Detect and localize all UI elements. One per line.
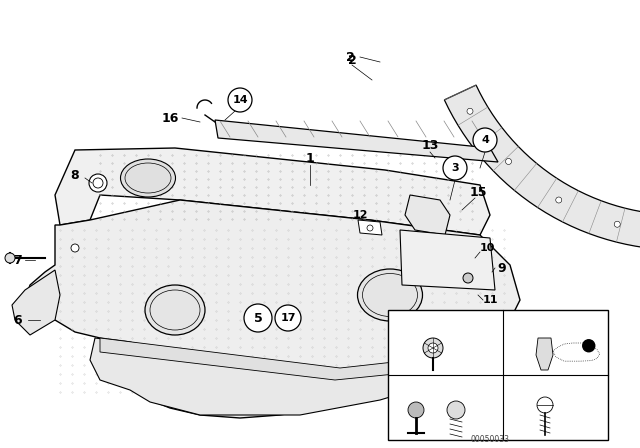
Polygon shape: [405, 195, 450, 235]
Polygon shape: [358, 220, 382, 235]
Text: 2: 2: [346, 51, 355, 64]
Polygon shape: [90, 338, 440, 415]
Text: 15: 15: [469, 185, 487, 198]
Circle shape: [473, 128, 497, 152]
Text: 4: 4: [481, 135, 489, 145]
Text: 3: 3: [520, 380, 526, 390]
Circle shape: [228, 88, 252, 112]
Circle shape: [583, 340, 595, 352]
Text: 7: 7: [13, 254, 22, 267]
Text: 10: 10: [479, 243, 495, 253]
Circle shape: [614, 221, 620, 227]
Polygon shape: [12, 270, 60, 335]
Polygon shape: [55, 148, 490, 235]
Circle shape: [467, 108, 473, 114]
Polygon shape: [25, 200, 520, 418]
Circle shape: [537, 397, 553, 413]
Text: 00050033: 00050033: [470, 435, 509, 444]
Polygon shape: [100, 338, 435, 380]
Text: 13: 13: [421, 138, 438, 151]
Text: 4: 4: [520, 315, 526, 325]
Ellipse shape: [358, 269, 422, 321]
Circle shape: [506, 159, 511, 164]
Polygon shape: [400, 230, 495, 290]
Circle shape: [244, 304, 272, 332]
Text: 3: 3: [451, 163, 459, 173]
Circle shape: [89, 174, 107, 192]
Polygon shape: [215, 120, 498, 162]
Text: 14: 14: [412, 315, 425, 325]
Text: 9: 9: [498, 262, 506, 275]
Text: 17: 17: [391, 380, 404, 390]
Circle shape: [447, 401, 465, 419]
Text: 5: 5: [450, 380, 456, 390]
Circle shape: [71, 244, 79, 252]
Bar: [388, 310, 608, 440]
Circle shape: [556, 197, 562, 203]
Text: 12: 12: [352, 210, 368, 220]
Circle shape: [463, 273, 473, 283]
Text: 8: 8: [70, 168, 79, 181]
Text: 14: 14: [232, 95, 248, 105]
Text: 16: 16: [161, 112, 179, 125]
Circle shape: [443, 156, 467, 180]
Circle shape: [423, 338, 443, 358]
Text: 17: 17: [280, 313, 296, 323]
Text: 6: 6: [13, 314, 22, 327]
Ellipse shape: [145, 285, 205, 335]
Circle shape: [408, 402, 424, 418]
Polygon shape: [444, 85, 640, 250]
Text: 2: 2: [348, 53, 356, 66]
Circle shape: [428, 343, 438, 353]
Text: 11: 11: [483, 295, 498, 305]
Circle shape: [275, 305, 301, 331]
Polygon shape: [536, 338, 553, 370]
Circle shape: [5, 253, 15, 263]
Text: 1: 1: [306, 151, 314, 164]
Text: 5: 5: [253, 311, 262, 324]
Ellipse shape: [120, 159, 175, 197]
